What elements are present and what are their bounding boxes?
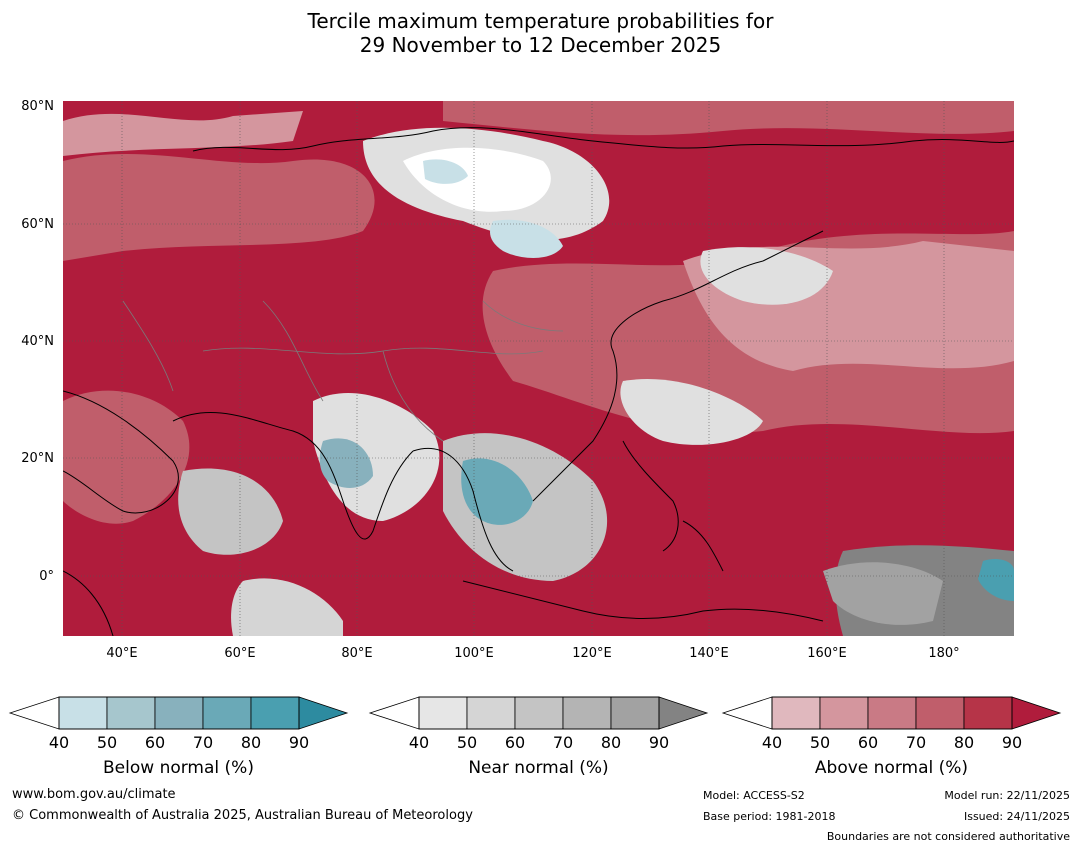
colorbar-above-tick: 40 [761, 733, 783, 752]
region-indochina-below-mid [461, 458, 533, 525]
colorbar-above-swatch-1 [771, 696, 821, 730]
colorbar-below-tick: 80 [240, 733, 262, 752]
colorbar-above-max-arrow [1011, 696, 1062, 730]
colorbar-below-swatch-4 [202, 696, 252, 730]
footer-url[interactable]: www.bom.gov.au/climate [12, 787, 176, 802]
colorbar-below-normal [8, 696, 349, 730]
colorbar-near-normal [368, 696, 709, 730]
footer-base-period: Base period: 1981-2018 [703, 810, 836, 823]
colorbar-below-tick: 40 [48, 733, 70, 752]
region-philippine-sea-near-normal [620, 379, 763, 445]
title-line-2: 29 November to 12 December 2025 [359, 33, 722, 57]
region-indian-ocean-near-normal [231, 578, 343, 636]
colorbar-near-tick: 70 [552, 733, 574, 752]
legend-near-normal: 40 50 60 70 80 90 Near normal (%) [368, 695, 709, 785]
footer-disclaimer: Boundaries are not considered authoritat… [826, 830, 1070, 843]
lon-label-180: 180° [928, 646, 960, 661]
colorbar-above-swatch-2 [819, 696, 869, 730]
region-south-pacific-near-light [823, 562, 943, 625]
colorbar-near-min-arrow [368, 696, 420, 730]
colorbar-above-tick: 50 [809, 733, 831, 752]
region-europe-above-mid [63, 153, 375, 261]
colorbar-above-tick: 80 [953, 733, 975, 752]
country-boundaries [122, 300, 564, 442]
colorbar-near-tick: 60 [504, 733, 526, 752]
colorbar-below-swatch-3 [154, 696, 204, 730]
colorbar-above-swatch-4 [915, 696, 965, 730]
region-kamchatka-near-normal [700, 247, 833, 305]
colorbar-near-max-arrow [658, 696, 709, 730]
colorbar-below-tick: 60 [144, 733, 166, 752]
probability-map [63, 101, 1014, 636]
region-arabia-above-mid [63, 390, 190, 524]
footer-copyright: © Commonwealth of Australia 2025, Austra… [12, 808, 473, 823]
region-baikal-below-light [490, 219, 563, 258]
colorbar-below-title: Below normal (%) [103, 758, 254, 778]
chart-title: Tercile maximum temperature probabilitie… [0, 9, 1081, 57]
colorbar-above-min-arrow [721, 696, 773, 730]
colorbar-below-swatch-2 [106, 696, 156, 730]
lon-label-120e: 120°E [572, 646, 612, 661]
footer-issued: Issued: 24/11/2025 [963, 810, 1070, 823]
region-arctic-above-light [63, 111, 303, 156]
colorbar-above-swatch-3 [867, 696, 917, 730]
legend-below-normal: 40 50 60 70 80 90 Below normal (%) [8, 695, 349, 785]
colorbar-below-ticks: 40 50 60 70 80 90 [10, 733, 347, 753]
map-canvas [63, 101, 1014, 636]
lon-label-160e: 160°E [807, 646, 847, 661]
colorbar-below-swatch-5 [250, 696, 300, 730]
lat-label-80n: 80°N [21, 99, 54, 114]
colorbar-near-swatch-3 [514, 696, 564, 730]
colorbar-above-normal [721, 696, 1062, 730]
colorbar-near-title: Near normal (%) [468, 758, 609, 778]
region-pacific-below-dark [978, 559, 1014, 601]
colorbar-below-tick: 50 [96, 733, 118, 752]
colorbar-above-tick: 60 [857, 733, 879, 752]
colorbar-near-ticks: 40 50 60 70 80 90 [370, 733, 707, 753]
region-siberia-below-light [423, 159, 468, 184]
region-india-near-normal [313, 392, 440, 521]
colorbar-above-tick: 70 [905, 733, 927, 752]
colorbar-near-tick: 90 [648, 733, 670, 752]
region-east-africa-near-mid [178, 468, 283, 555]
colorbar-near-tick: 50 [456, 733, 478, 752]
colorbar-above-tick: 90 [1001, 733, 1023, 752]
colorbar-near-tick: 40 [408, 733, 430, 752]
lat-label-60n: 60°N [21, 217, 54, 232]
region-polar-above-mid [443, 101, 1014, 136]
colorbar-below-tick: 90 [288, 733, 310, 752]
colorbar-near-swatch-1 [418, 696, 468, 730]
colorbar-near-swatch-4 [562, 696, 612, 730]
colorbar-above-swatch-5 [963, 696, 1013, 730]
lat-label-40n: 40°N [21, 334, 54, 349]
footer-model-run: Model run: 22/11/2025 [944, 789, 1070, 802]
colorbar-near-swatch-2 [466, 696, 516, 730]
title-line-1: Tercile maximum temperature probabilitie… [307, 9, 774, 33]
colorbar-below-swatch-1 [58, 696, 108, 730]
colorbar-above-ticks: 40 50 60 70 80 90 [723, 733, 1060, 753]
colorbar-above-title: Above normal (%) [814, 758, 969, 778]
colorbar-near-tick: 80 [600, 733, 622, 752]
lon-label-100e: 100°E [454, 646, 494, 661]
lon-label-60e: 60°E [224, 646, 256, 661]
lon-label-40e: 40°E [106, 646, 138, 661]
coastlines [63, 127, 1014, 636]
colorbar-below-max-arrow [298, 696, 349, 730]
lon-label-140e: 140°E [689, 646, 729, 661]
colorbar-near-swatch-5 [610, 696, 660, 730]
lat-label-20n: 20°N [21, 451, 54, 466]
colorbar-below-min-arrow [8, 696, 60, 730]
legend-above-normal: 40 50 60 70 80 90 Above normal (%) [721, 695, 1062, 785]
colorbar-below-tick: 70 [192, 733, 214, 752]
footer-model: Model: ACCESS-S2 [703, 789, 805, 802]
lat-label-0: 0° [39, 569, 54, 584]
region-india-below [319, 438, 373, 488]
lon-label-80e: 80°E [341, 646, 373, 661]
graticule [63, 101, 1014, 636]
